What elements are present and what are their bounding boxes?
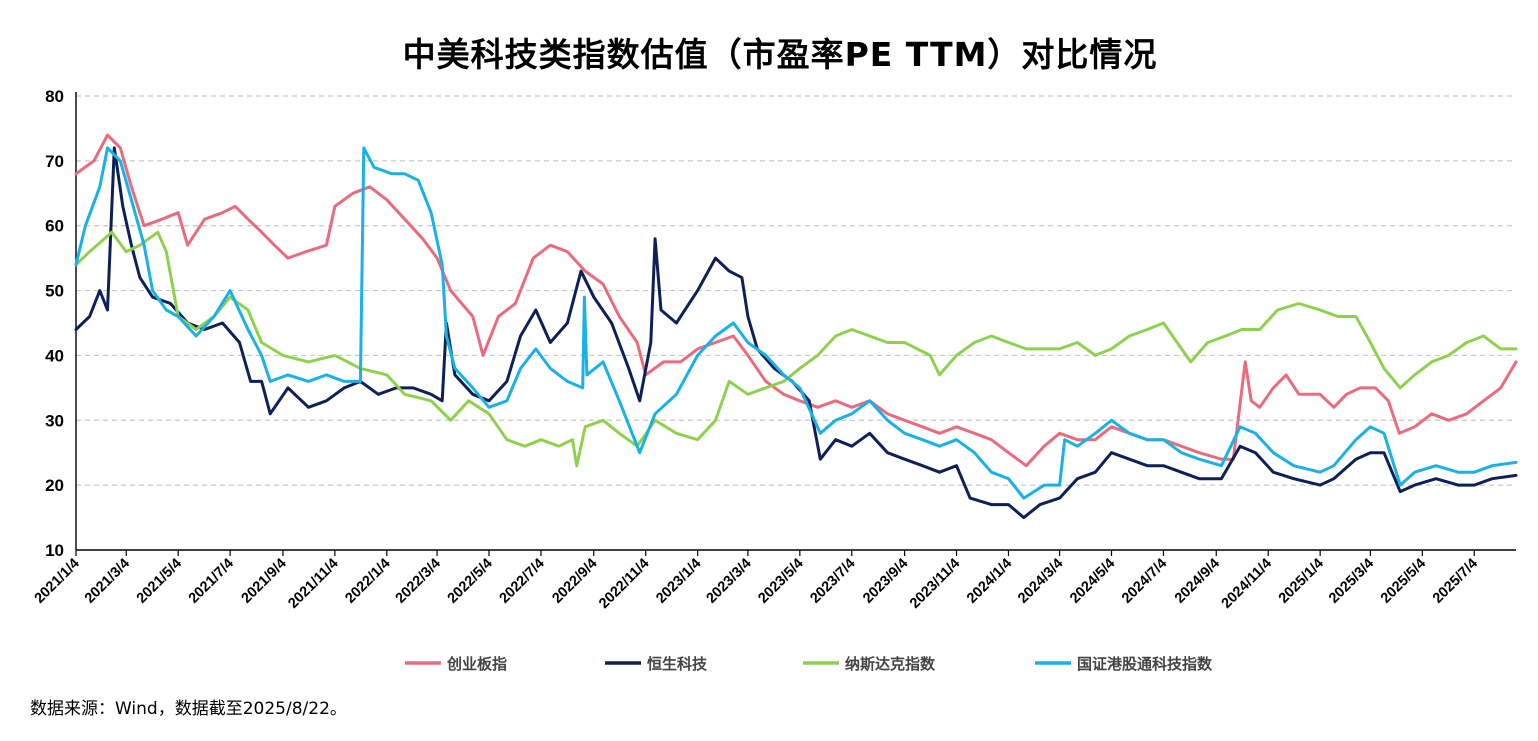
source-note: 数据来源：Wind，数据截至2025/8/22。 xyxy=(30,699,347,719)
x-tick-labels: 2021/1/4 2021/3/4 2021/5/4 2021/7/4 2021/9/4… xyxy=(32,556,1482,612)
y-tick-label: 30 xyxy=(45,411,64,430)
x-tick-label: 2021/1/4 xyxy=(32,556,83,607)
x-tick-label: 2021/7/4 xyxy=(186,556,237,607)
x-tick-label: 2024/3/4 xyxy=(1015,556,1066,607)
legend-label: 恒生科技 xyxy=(647,655,708,673)
series-line-3 xyxy=(74,230,1518,468)
axes-layer xyxy=(75,92,1516,556)
x-tick-label: 2025/5/4 xyxy=(1378,556,1429,607)
x-tick-label: 2023/9/4 xyxy=(860,556,911,607)
x-tick-label: 2025/7/4 xyxy=(1430,556,1481,607)
x-tick-label: 2021/5/4 xyxy=(134,556,185,607)
x-tick-label: 2022/1/4 xyxy=(342,556,393,607)
x-tick-label: 2022/11/4 xyxy=(596,556,652,612)
y-tick-labels: 10 20 30 40 50 60 70 80 xyxy=(45,87,64,560)
series-line-1 xyxy=(74,133,1518,468)
x-tick-label: 2021/11/4 xyxy=(285,556,341,612)
x-tick-label: 2022/3/4 xyxy=(393,556,444,607)
y-tick-label: 40 xyxy=(45,346,64,365)
x-tick-label: 2023/7/4 xyxy=(807,556,858,607)
series-layer xyxy=(74,133,1518,520)
x-tick-label: 2023/5/4 xyxy=(755,556,806,607)
x-tick-label: 2024/7/4 xyxy=(1119,556,1170,607)
legend-label: 纳斯达克指数 xyxy=(845,655,936,673)
y-tick-label: 70 xyxy=(45,152,64,171)
x-tick-label: 2023/3/4 xyxy=(703,556,754,607)
chart-title: 中美科技类指数估值（市盈率PE TTM）对比情况 xyxy=(402,35,1158,74)
x-tick-label: 2025/1/4 xyxy=(1276,556,1327,607)
series-line-2 xyxy=(74,146,1518,520)
x-tick-label: 2024/9/4 xyxy=(1172,556,1223,607)
legend-label: 国证港股通科技指数 xyxy=(1077,655,1213,673)
x-tick-label: 2023/11/4 xyxy=(907,556,963,612)
x-tick-label: 2025/3/4 xyxy=(1326,556,1377,607)
x-tick-label: 2022/5/4 xyxy=(445,556,496,607)
y-tick-label: 80 xyxy=(45,87,64,106)
y-tick-label: 50 xyxy=(45,282,64,301)
y-tick-label: 20 xyxy=(45,476,64,495)
legend: 创业板指 恒生科技 纳斯达克指数 国证港股通科技指数 xyxy=(405,655,1213,673)
x-tick-label: 2024/1/4 xyxy=(964,556,1015,607)
series-line-4 xyxy=(74,146,1518,500)
x-tick-label: 2023/1/4 xyxy=(653,556,704,607)
y-tick-label: 60 xyxy=(45,217,64,236)
legend-label: 创业板指 xyxy=(446,655,507,673)
y-tick-label: 10 xyxy=(45,541,64,560)
x-tick-label: 2022/7/4 xyxy=(497,556,548,607)
x-tick-label: 2022/9/4 xyxy=(549,556,600,607)
x-tick-label: 2024/11/4 xyxy=(1219,556,1275,612)
x-tick-label: 2021/9/4 xyxy=(239,556,290,607)
x-tick-label: 2024/5/4 xyxy=(1067,556,1118,607)
x-tick-label: 2021/3/4 xyxy=(82,556,133,607)
grid-layer xyxy=(76,95,1516,486)
